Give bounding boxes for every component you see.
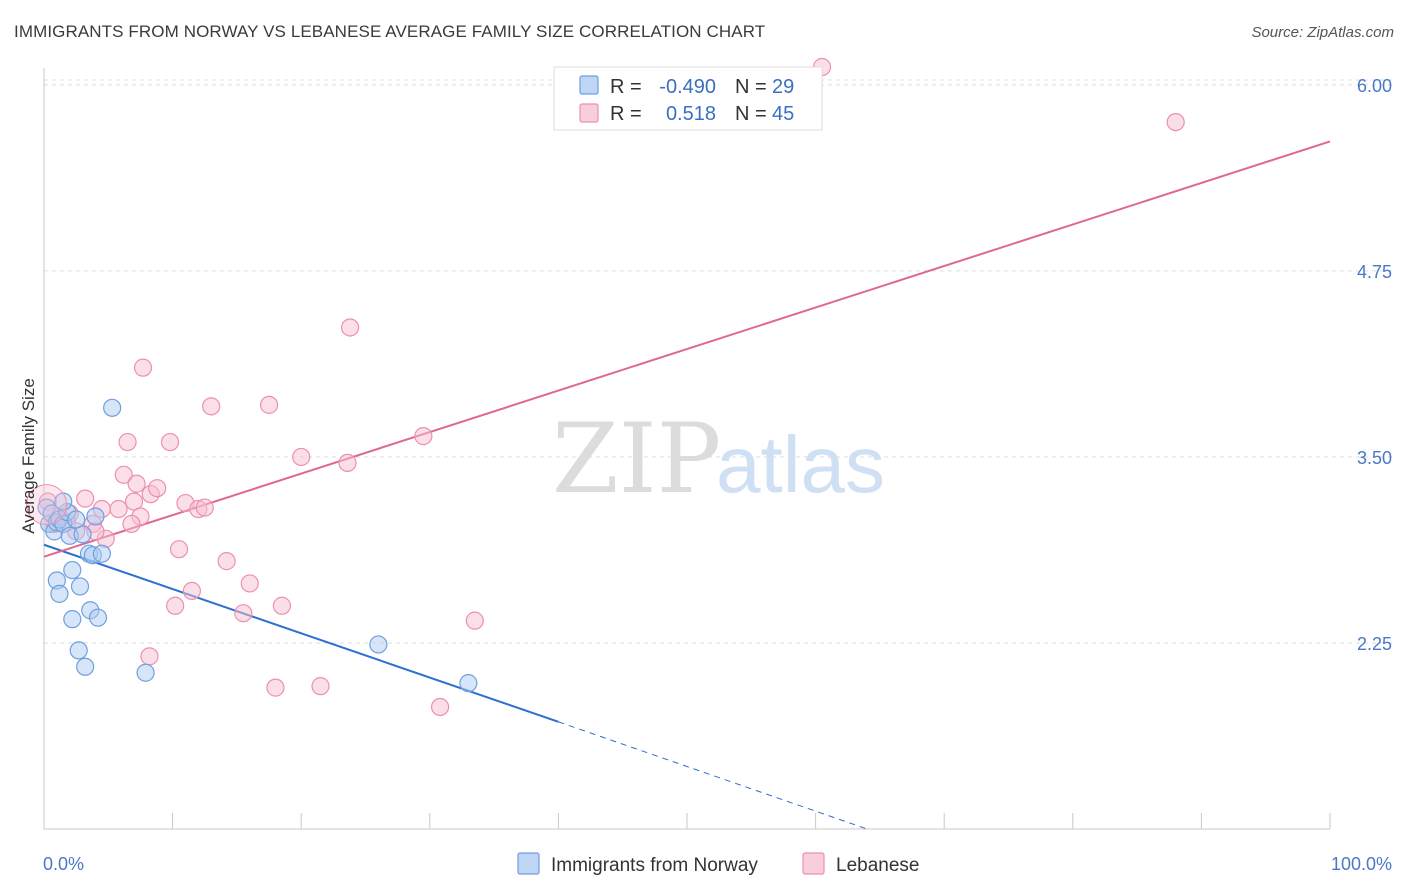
point-lebanese <box>292 447 311 467</box>
legend-r-label-norway: R = <box>610 76 642 98</box>
y-tick-label: 3.50 <box>1357 448 1392 468</box>
point-lebanese <box>140 647 159 666</box>
legend-r-label-lebanese: R = <box>610 103 642 125</box>
chart-title: IMMIGRANTS FROM NORWAY VS LEBANESE AVERA… <box>14 22 766 41</box>
point-norway <box>86 507 105 526</box>
legend-box <box>553 66 823 131</box>
point-norway <box>103 398 122 417</box>
point-norway <box>92 544 111 563</box>
point-lebanese <box>148 479 167 498</box>
trend-lines <box>43 140 1331 830</box>
point-norway <box>136 663 155 682</box>
data-points <box>26 57 1185 717</box>
watermark: ZIP atlas <box>552 403 885 515</box>
x-tick-label-min: 0.0% <box>43 854 84 874</box>
point-lebanese <box>160 432 180 452</box>
point-lebanese <box>340 318 360 337</box>
trend-line-norway-extension <box>558 721 868 830</box>
point-norway <box>88 608 108 627</box>
legend-n-label-norway: N = <box>735 76 767 98</box>
point-lebanese <box>127 474 146 493</box>
y-tick-label: 6.00 <box>1357 76 1392 96</box>
source-credit: Source: ZipAtlas.com <box>1251 24 1394 41</box>
point-lebanese-cluster <box>26 484 68 526</box>
y-tick-label: 2.25 <box>1357 634 1392 654</box>
gridlines <box>44 79 1392 644</box>
legend-n-value-lebanese: 45 <box>772 103 794 125</box>
x-tick-label-max: 100.0% <box>1331 854 1392 874</box>
point-lebanese <box>338 453 357 472</box>
legend-swatch-norway <box>579 75 599 95</box>
legend-swatch-lebanese <box>579 103 599 123</box>
point-norway <box>76 657 95 676</box>
legend-n-label-lebanese: N = <box>735 103 767 125</box>
watermark-atlas: atlas <box>716 420 885 509</box>
point-norway <box>70 577 90 596</box>
legend-r-value-norway: -0.490 <box>659 76 716 98</box>
point-lebanese <box>1166 112 1185 132</box>
trend-line-norway <box>43 543 559 723</box>
point-norway <box>63 610 82 629</box>
point-lebanese <box>76 489 95 508</box>
series-legend-label-norway: Immigrants from Norway <box>551 855 758 876</box>
point-lebanese <box>182 581 201 600</box>
point-norway <box>369 635 388 654</box>
point-lebanese <box>122 514 141 534</box>
point-lebanese <box>240 574 259 593</box>
series-legend-swatch-lebanese <box>802 852 825 875</box>
series-legend-label-lebanese: Lebanese <box>836 855 919 876</box>
correlation-legend: R = -0.490 N = 29 R = 0.518 N = 45 <box>553 66 823 131</box>
series-legend-swatch-norway <box>517 852 540 875</box>
y-axis-title: Average Family Size <box>19 378 38 534</box>
point-lebanese <box>430 697 450 717</box>
point-norway <box>459 674 478 693</box>
point-lebanese <box>195 498 214 517</box>
point-norway <box>63 560 82 580</box>
point-lebanese <box>169 540 189 559</box>
watermark-zip: ZIP <box>552 403 721 515</box>
point-lebanese <box>272 596 292 615</box>
legend-r-value-lebanese: 0.518 <box>666 103 716 125</box>
axes <box>43 68 1331 830</box>
y-tick-labels: 2.25 3.50 4.75 6.00 <box>1357 76 1392 654</box>
point-lebanese <box>114 465 133 484</box>
point-lebanese <box>109 499 128 519</box>
point-lebanese <box>266 678 285 697</box>
point-lebanese <box>118 432 137 452</box>
point-norway <box>50 584 69 603</box>
series-legend: Immigrants from Norway Lebanese <box>517 852 919 876</box>
point-lebanese <box>217 552 236 571</box>
y-tick-label: 4.75 <box>1357 262 1392 282</box>
point-norway <box>69 641 88 660</box>
point-lebanese <box>166 596 185 615</box>
point-lebanese <box>133 358 153 377</box>
point-lebanese <box>311 677 330 696</box>
point-lebanese <box>259 395 279 414</box>
point-norway <box>67 510 86 529</box>
legend-n-value-norway: 29 <box>772 76 794 98</box>
trend-line-lebanese <box>43 140 1331 558</box>
point-lebanese <box>465 611 484 630</box>
point-lebanese <box>234 604 253 623</box>
point-lebanese <box>414 427 433 446</box>
point-lebanese <box>202 397 221 416</box>
